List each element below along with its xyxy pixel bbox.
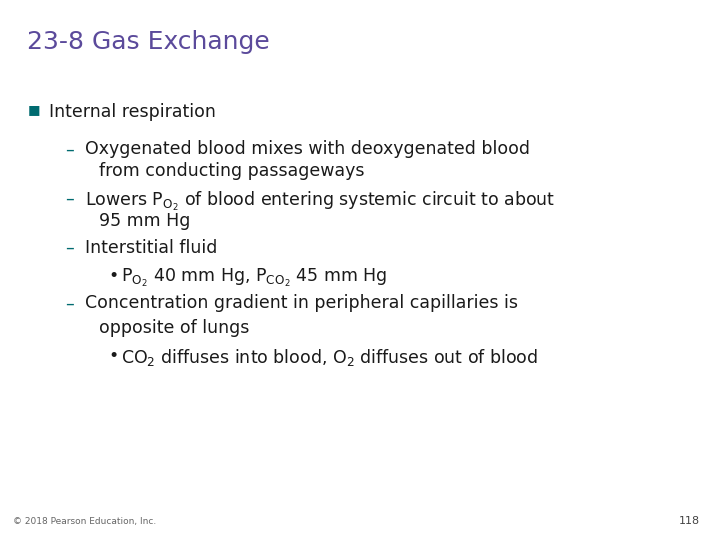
Text: –: – [65,190,73,208]
Text: •: • [108,267,118,285]
Text: CO$_{\mathregular{2}}$ diffuses into blood, O$_{\mathregular{2}}$ diffuses out o: CO$_{\mathregular{2}}$ diffuses into blo… [121,347,538,368]
Text: •: • [108,347,118,364]
Text: 95 mm Hg: 95 mm Hg [99,212,191,230]
Text: Oxygenated blood mixes with deoxygenated blood: Oxygenated blood mixes with deoxygenated… [85,140,530,158]
Text: Lowers P$_{\mathregular{O_2}}$ of blood entering systemic circuit to about: Lowers P$_{\mathregular{O_2}}$ of blood … [85,190,555,213]
Text: 118: 118 [679,516,700,526]
Text: 23-8 Gas Exchange: 23-8 Gas Exchange [27,30,270,53]
Text: P$_{\mathregular{O_2}}$ 40 mm Hg, P$_{\mathregular{CO_2}}$ 45 mm Hg: P$_{\mathregular{O_2}}$ 40 mm Hg, P$_{\m… [121,267,387,289]
Text: Internal respiration: Internal respiration [49,103,216,120]
Text: opposite of lungs: opposite of lungs [99,319,250,336]
Text: Concentration gradient in peripheral capillaries is: Concentration gradient in peripheral cap… [85,294,518,312]
Text: –: – [65,294,73,312]
Text: ■: ■ [27,103,40,116]
Text: –: – [65,239,73,256]
Text: Interstitial fluid: Interstitial fluid [85,239,217,256]
Text: from conducting passageways: from conducting passageways [99,162,365,180]
Text: –: – [65,140,73,158]
Text: © 2018 Pearson Education, Inc.: © 2018 Pearson Education, Inc. [13,517,156,526]
